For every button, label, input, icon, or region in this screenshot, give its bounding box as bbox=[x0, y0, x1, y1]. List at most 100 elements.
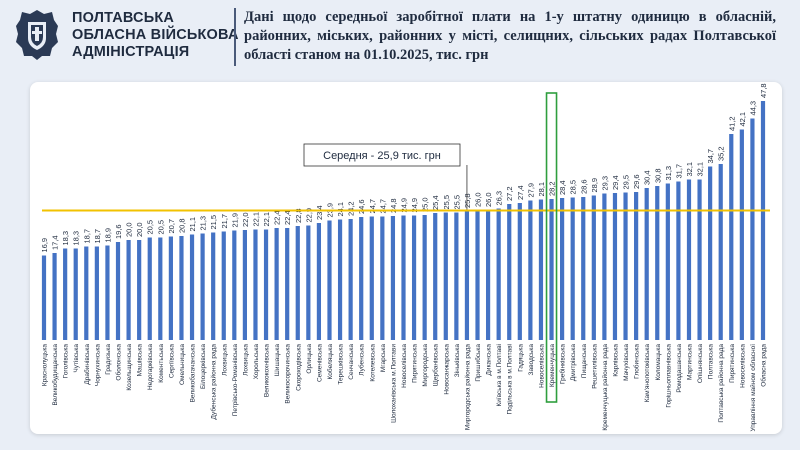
bar-value-label: 25,0 bbox=[421, 197, 430, 212]
bar bbox=[52, 253, 57, 340]
category-label: Терешківська bbox=[337, 344, 345, 385]
bar bbox=[729, 134, 734, 340]
category-label: Коментьська bbox=[158, 344, 165, 383]
bar-value-label: 22,9 bbox=[304, 208, 313, 223]
bar-value-label: 17,4 bbox=[51, 235, 60, 250]
bar bbox=[63, 248, 68, 340]
bar bbox=[327, 220, 332, 340]
bar-value-label: 34,7 bbox=[706, 149, 715, 164]
category-label: Пришибська bbox=[474, 344, 482, 382]
bar-value-label: 25,5 bbox=[452, 195, 461, 210]
bar-value-label: 27,2 bbox=[505, 186, 514, 201]
category-label: Орлицька bbox=[306, 344, 313, 374]
category-label: Управління майном обласної bbox=[749, 344, 757, 432]
bar-value-label: 26,0 bbox=[474, 192, 483, 207]
bar bbox=[274, 228, 279, 340]
bar-value-label: 18,7 bbox=[82, 229, 91, 244]
bar bbox=[485, 210, 491, 340]
bar bbox=[306, 225, 311, 340]
bar bbox=[348, 219, 353, 340]
category-label: Зіньківська bbox=[453, 344, 461, 378]
bar-value-label: 21,9 bbox=[230, 213, 239, 228]
bar bbox=[570, 197, 575, 340]
bar bbox=[602, 193, 607, 340]
category-label: Подільська в м.Полтаві bbox=[506, 344, 514, 415]
category-label: Гоголівська bbox=[62, 344, 70, 379]
bar bbox=[232, 230, 237, 340]
bar bbox=[390, 216, 396, 340]
coat-of-arms-icon bbox=[14, 8, 60, 62]
bar-value-label: 31,3 bbox=[664, 166, 673, 181]
bar bbox=[433, 213, 438, 340]
bar-value-label: 28,6 bbox=[579, 179, 588, 194]
bar-value-label: 19,6 bbox=[114, 224, 123, 239]
category-label: Щербанівська bbox=[432, 344, 440, 387]
category-label: Заводська bbox=[528, 344, 535, 376]
category-label: Градизька bbox=[105, 344, 112, 375]
category-label: Кременчуцька районна рада bbox=[601, 344, 609, 431]
bar bbox=[411, 215, 417, 340]
bar-value-label: 21,5 bbox=[209, 215, 218, 230]
category-label: Козельщинська bbox=[126, 344, 133, 391]
category-label: Київська в м.Полтаві bbox=[495, 344, 503, 407]
category-label: Краснолуцька bbox=[42, 344, 49, 386]
bar bbox=[464, 211, 470, 340]
bar bbox=[718, 164, 723, 340]
bar bbox=[401, 215, 406, 340]
bar-value-label: 32,1 bbox=[696, 162, 705, 177]
bar bbox=[200, 233, 205, 340]
category-label: Обласна рада bbox=[760, 344, 768, 387]
category-label: Коломацька bbox=[655, 344, 662, 381]
bar-value-label: 30,4 bbox=[643, 170, 652, 185]
bar-value-label: 21,3 bbox=[199, 216, 208, 231]
bar-value-label: 21,7 bbox=[220, 214, 229, 229]
bar bbox=[623, 192, 628, 340]
category-label: Новоселівська bbox=[400, 344, 408, 388]
bar bbox=[295, 226, 300, 340]
category-label: Оболонська bbox=[115, 344, 123, 381]
bar bbox=[137, 240, 142, 340]
bar-value-label: 18,3 bbox=[61, 231, 70, 246]
bar-value-label: 26,3 bbox=[495, 191, 504, 206]
category-label: Сергіївська bbox=[167, 344, 175, 379]
bar bbox=[560, 198, 565, 340]
category-label: Котелевська bbox=[369, 344, 376, 382]
bar bbox=[168, 236, 173, 340]
bar bbox=[189, 234, 195, 340]
category-label: Великобагачанська bbox=[189, 344, 197, 403]
bar bbox=[612, 193, 618, 340]
category-label: Диканська bbox=[486, 344, 493, 376]
category-label: Миргородська районна рада bbox=[463, 344, 471, 431]
highlight-box bbox=[545, 92, 558, 403]
bar-value-label: 18,3 bbox=[72, 231, 81, 246]
bar bbox=[94, 246, 99, 340]
bar bbox=[179, 236, 184, 340]
category-label: Семенівська bbox=[315, 344, 323, 382]
bar-value-label: 29,4 bbox=[611, 175, 620, 190]
category-label: Новоселівська bbox=[537, 344, 545, 388]
bar bbox=[41, 255, 47, 340]
bar-value-label: 21,1 bbox=[188, 217, 197, 232]
category-label: Лохвицька bbox=[221, 344, 228, 376]
bar bbox=[73, 248, 78, 340]
bar-value-label: 31,7 bbox=[674, 164, 683, 179]
bar-value-label: 22,8 bbox=[294, 208, 303, 223]
category-label: Лубенська bbox=[358, 344, 366, 376]
bar-value-label: 24,9 bbox=[400, 198, 409, 213]
bar-value-label: 20,5 bbox=[156, 220, 165, 235]
bar bbox=[359, 217, 364, 340]
bar-value-label: 16,9 bbox=[40, 238, 49, 253]
category-label: Скороходівська bbox=[294, 344, 302, 391]
category-label: Дмитрівська bbox=[569, 344, 577, 382]
bar bbox=[221, 231, 226, 340]
bar bbox=[750, 118, 755, 340]
category-label: Лохвицька bbox=[242, 344, 249, 376]
bar-value-label: 20,0 bbox=[135, 222, 144, 237]
category-label: Сенчанська bbox=[348, 344, 355, 380]
bar bbox=[380, 216, 385, 340]
category-label: Новоселівська bbox=[738, 344, 746, 388]
org-line-3: АДМІНІСТРАЦІЯ bbox=[72, 44, 190, 60]
bar-value-label: 24,7 bbox=[378, 199, 387, 214]
category-label: Новосанжарська bbox=[443, 344, 450, 395]
